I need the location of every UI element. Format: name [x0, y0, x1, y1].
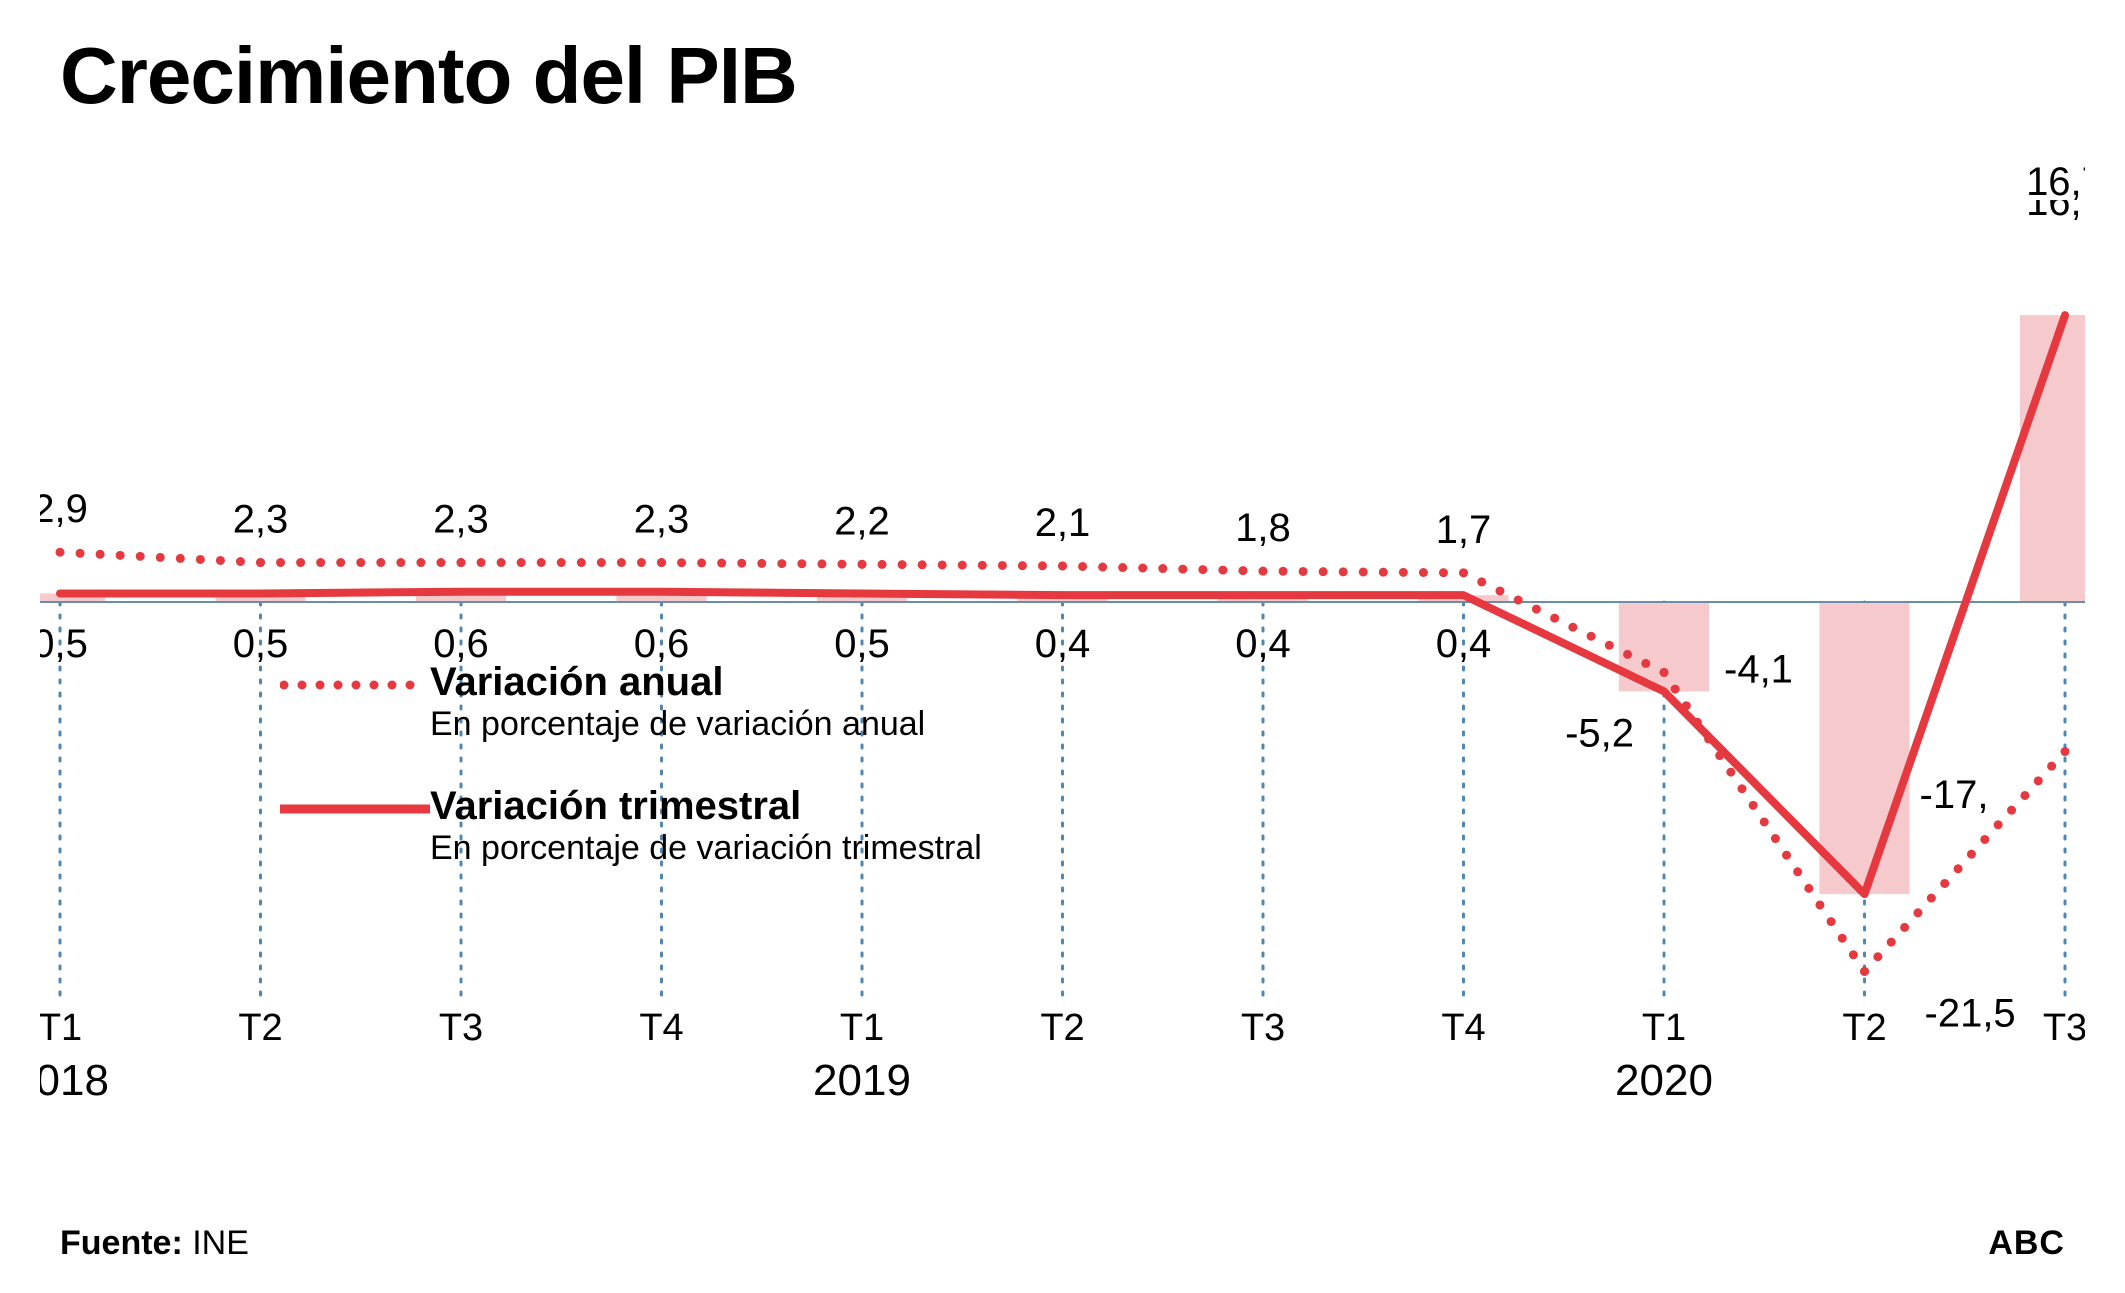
xtick-year: 2019 [813, 1056, 911, 1100]
label-annual: 2,3 [233, 498, 289, 542]
xtick-quarter: T1 [40, 1007, 82, 1049]
label-annual: 2,9 [40, 487, 88, 531]
label-annual: 2,2 [834, 499, 890, 543]
footer-label: Fuente: [60, 1224, 183, 1262]
xtick-year: 2020 [1615, 1056, 1713, 1100]
chart-title: Crecimiento del PIB [60, 30, 797, 122]
legend-quarterly-title: Variación trimestral [430, 784, 982, 829]
xtick-quarter: T2 [1842, 1007, 1886, 1049]
legend-text-annual: Variación anual En porcentaje de variaci… [430, 660, 925, 744]
legend-annual-title: Variación anual [430, 660, 925, 705]
label-quarterly: 0,5 [40, 622, 88, 666]
legend-swatch-annual [280, 660, 430, 696]
legend-row-quarterly: Variación trimestral En porcentaje de va… [280, 784, 1180, 868]
chart-svg: 2,90,52,30,52,30,62,30,62,20,52,10,41,80… [40, 160, 2085, 1100]
legend-annual-subtitle: En porcentaje de variación anual [430, 705, 925, 744]
label-annual: 2,1 [1035, 501, 1091, 545]
label-annual: -4,1 [1724, 647, 1793, 691]
label-annual: 1,8 [1235, 506, 1291, 550]
legend-quarterly-subtitle: En porcentaje de variación trimestral [430, 829, 982, 868]
footer-source: Fuente: INE [60, 1224, 249, 1263]
legend-swatch-quarterly [280, 784, 430, 820]
xtick-quarter: T3 [2043, 1007, 2085, 1049]
xtick-quarter: T2 [238, 1007, 282, 1049]
chart-container: Crecimiento del PIB 2,90,52,30,52,30,62,… [0, 0, 2125, 1293]
label-quarterly: 16,7 [2026, 160, 2085, 204]
label-annual: 2,3 [433, 498, 489, 542]
legend: Variación anual En porcentaje de variaci… [280, 660, 1180, 908]
label-quarterly: 0,4 [1436, 622, 1492, 666]
label-annual: -21,5 [1925, 991, 2016, 1035]
label-quarterly: 0,4 [1235, 622, 1291, 666]
xtick-quarter: T1 [840, 1007, 884, 1049]
label-quarterly: -5,2 [1565, 711, 1634, 755]
legend-row-annual: Variación anual En porcentaje de variaci… [280, 660, 1180, 744]
xtick-quarter: T1 [1642, 1007, 1686, 1049]
legend-text-quarterly: Variación trimestral En porcentaje de va… [430, 784, 982, 868]
brand-label: ABC [1988, 1224, 2065, 1263]
xtick-quarter: T3 [439, 1007, 483, 1049]
label-annual: 1,7 [1436, 508, 1492, 552]
label-quarterly: -17, [1920, 773, 1989, 817]
plot-area: 2,90,52,30,52,30,62,30,62,20,52,10,41,80… [40, 160, 2085, 1100]
xtick-quarter: T2 [1040, 1007, 1084, 1049]
xtick-quarter: T4 [639, 1007, 683, 1049]
xtick-quarter: T4 [1441, 1007, 1485, 1049]
xtick-quarter: T3 [1241, 1007, 1285, 1049]
footer-source-name: INE [192, 1224, 249, 1262]
xtick-year: 2018 [40, 1056, 109, 1100]
bar-quarterly [1819, 602, 1909, 894]
label-annual: 2,3 [634, 498, 690, 542]
